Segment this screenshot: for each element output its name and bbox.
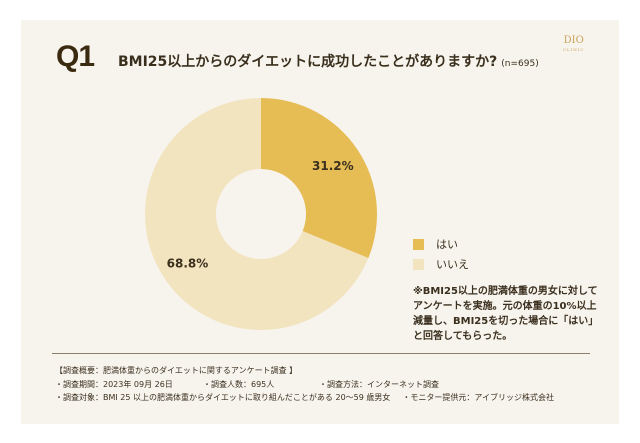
logo-text: DIO xyxy=(563,35,584,46)
survey-heading: 【調査概要：肥満体重からのダイエットに関するアンケート調査 】 xyxy=(55,366,298,375)
legend-swatch-no xyxy=(413,258,424,270)
survey-period: ・調査期間：2023年 09月 26日 xyxy=(55,379,173,389)
survey-summary: 【調査概要：肥満体重からのダイエットに関するアンケート調査 】 ・調査期間：20… xyxy=(55,364,554,405)
legend-label-yes: はい xyxy=(436,238,458,251)
title-text: BMI25以上からのダイエットに成功したことがありますか? xyxy=(118,54,498,70)
slice-yes xyxy=(261,98,377,259)
legend-item-yes: はい xyxy=(413,234,469,254)
data-label-no: 68.8% xyxy=(167,256,209,270)
survey-count: ・調査人数：695人 xyxy=(203,379,275,389)
legend-label-no: いいえ xyxy=(436,258,469,271)
dio-logo: DIO CLINIC xyxy=(563,36,584,54)
logo-subtext: CLINIC xyxy=(563,47,585,52)
divider xyxy=(52,353,590,354)
legend-swatch-yes xyxy=(413,238,424,250)
legend: はい いいえ xyxy=(413,234,469,274)
slice-no xyxy=(145,98,369,330)
legend-item-no: いいえ xyxy=(413,254,469,274)
survey-provider: ・モニター提供元：アイブリッジ株式会社 xyxy=(402,393,554,402)
question-number: Q1 xyxy=(56,40,95,73)
survey-target: ・調査対象：BMI 25 以上の肥満体重からダイエットに取り組んだことがある 2… xyxy=(55,393,391,402)
footnote: ※BMI25以上の肥満体重の男女に対してアンケートを実施。元の体重の10%以上減… xyxy=(413,286,599,342)
survey-method: ・調査方法：インターネット調査 xyxy=(319,379,439,389)
chart-title: BMI25以上からのダイエットに成功したことがありますか? (n=695) xyxy=(118,51,539,71)
data-label-yes: 31.2% xyxy=(312,159,354,173)
sample-size: (n=695) xyxy=(501,59,539,69)
